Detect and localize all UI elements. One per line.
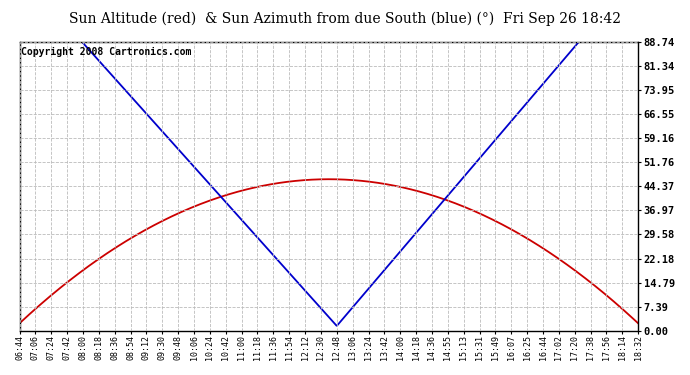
Text: Copyright 2008 Cartronics.com: Copyright 2008 Cartronics.com <box>21 47 192 57</box>
Text: Sun Altitude (red)  & Sun Azimuth from due South (blue) (°)  Fri Sep 26 18:42: Sun Altitude (red) & Sun Azimuth from du… <box>69 11 621 26</box>
